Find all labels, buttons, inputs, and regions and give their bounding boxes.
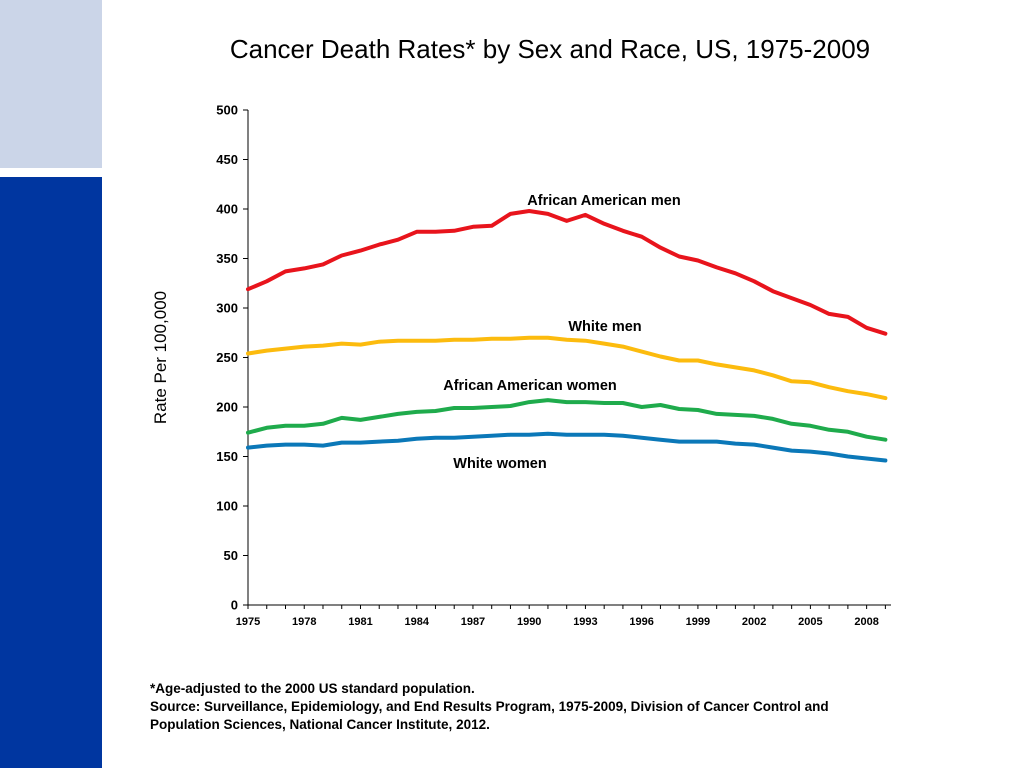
- x-tick-label: 1984: [404, 616, 429, 628]
- y-tick-label: 350: [216, 251, 238, 266]
- footnote-source-line-1: Source: Surveillance, Epidemiology, and …: [150, 699, 829, 714]
- y-tick-label: 0: [231, 598, 238, 613]
- series-label-african-american-men: African American men: [527, 193, 680, 209]
- sidebar-bottom-panel: [0, 177, 102, 768]
- y-tick-label: 100: [216, 499, 238, 514]
- series-line-white-women: [246, 431, 888, 463]
- x-tick-label: 1990: [517, 616, 541, 628]
- x-tick-label: 1999: [686, 616, 710, 628]
- sidebar-top-panel: [0, 0, 102, 168]
- y-tick-label: 50: [224, 548, 238, 563]
- x-tick-label: 2008: [854, 616, 878, 628]
- y-axis-label: Rate Per 100,000: [151, 291, 170, 424]
- line-chart: 0 50 100 150 200 250 300 350 400 450 500 1975 1978 19…: [151, 103, 891, 628]
- footnote: *Age-adjusted to the 2000 US standard po…: [150, 680, 970, 734]
- x-tick-label: 1996: [629, 616, 653, 628]
- x-tick-label: 2005: [798, 616, 822, 628]
- series-label-african-american-women: African American women: [443, 378, 617, 394]
- series-line-african-american-women: [246, 398, 888, 442]
- y-tick-label: 450: [216, 152, 238, 167]
- chart-title: Cancer Death Rates* by Sex and Race, US,…: [229, 34, 871, 64]
- x-tick-label: 2002: [742, 616, 766, 628]
- y-tick-label: 500: [216, 103, 238, 118]
- footnote-source-line-2: Population Sciences, National Cancer Ins…: [150, 717, 490, 732]
- series-line-african-american-men: [246, 209, 888, 336]
- y-tick-label: 150: [216, 449, 238, 464]
- y-tick-label: 200: [216, 400, 238, 415]
- y-tick-label: 250: [216, 350, 238, 365]
- y-tick-label: 300: [216, 301, 238, 316]
- x-tick-label: 1978: [292, 616, 316, 628]
- y-tick-label: 400: [216, 202, 238, 217]
- x-tick-label: 1975: [236, 616, 260, 628]
- x-tick-label: 1993: [573, 616, 597, 628]
- series-line-white-men: [246, 335, 888, 401]
- series-label-white-women: White women: [453, 456, 546, 472]
- x-tick-label: 1987: [461, 616, 485, 628]
- footnote-age-adjusted: *Age-adjusted to the 2000 US standard po…: [150, 681, 475, 696]
- x-tick-label: 1981: [348, 616, 372, 628]
- series-label-white-men: White men: [568, 319, 641, 335]
